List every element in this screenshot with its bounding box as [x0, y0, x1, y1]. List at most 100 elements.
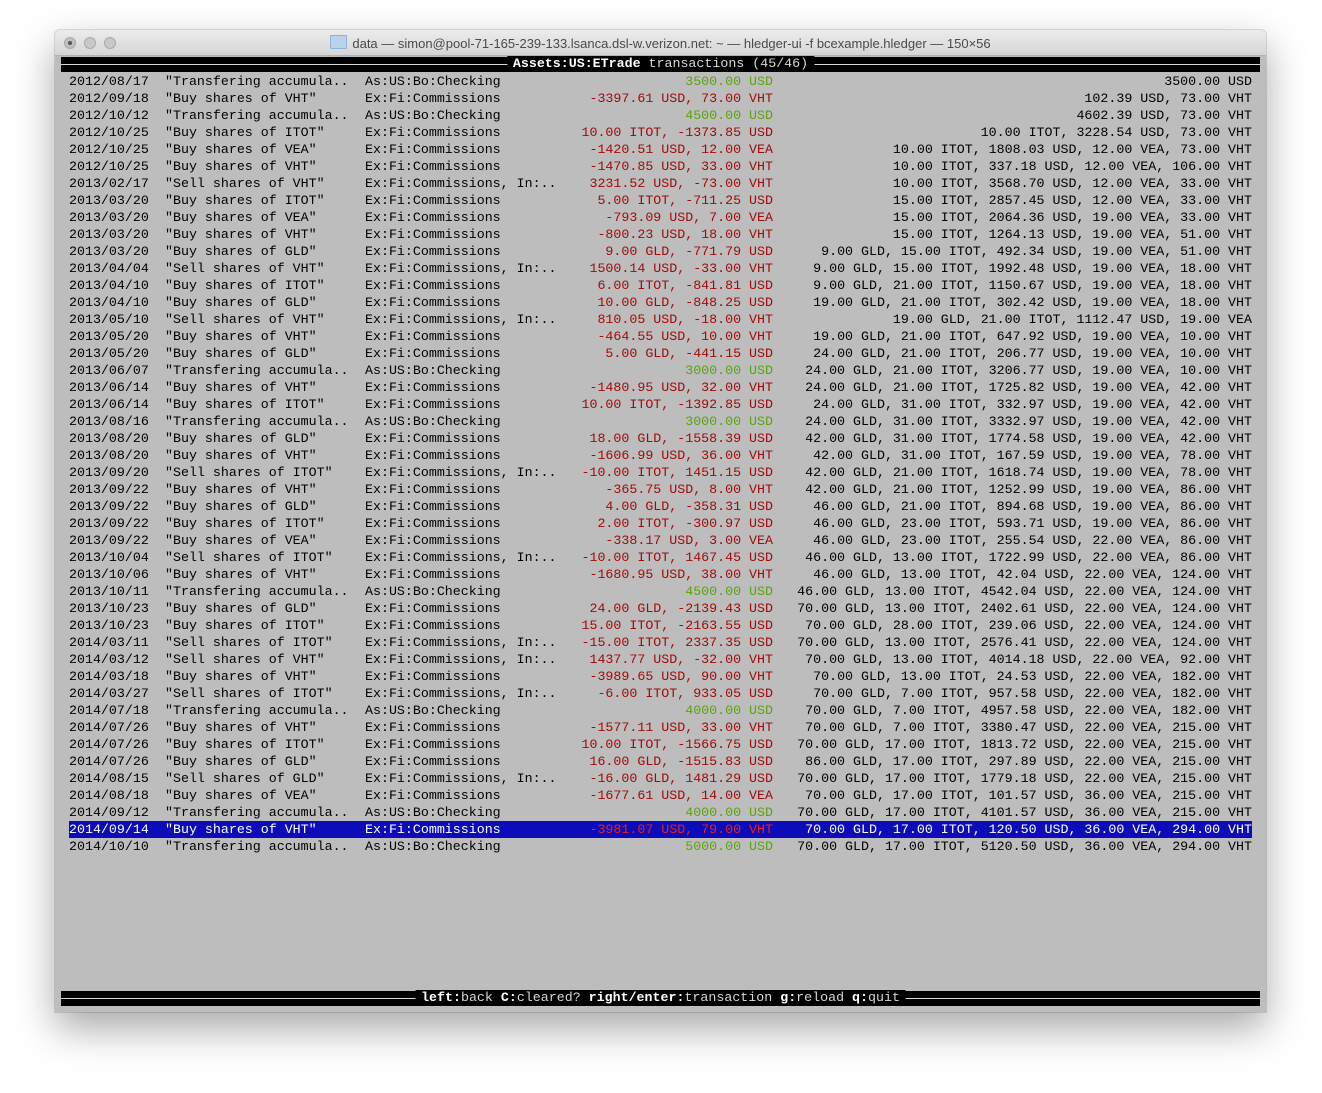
transaction-row[interactable]: 2013/09/22 "Buy shares of VHT" Ex:Fi:Commi…: [61, 481, 1260, 498]
transaction-row[interactable]: 2013/06/07 "Transfering accumula.. As:US:B…: [61, 362, 1260, 379]
transaction-row[interactable]: 2014/07/26 "Buy shares of VHT" Ex:Fi:Commi…: [61, 719, 1260, 736]
running-balance: 70.00 GLD, 13.00 ITOT, 2576.41 USD, 22.0…: [797, 635, 1252, 650]
transaction-description: "Buy shares of VHT": [165, 822, 317, 837]
transaction-description: "Transfering accumula..: [165, 584, 349, 599]
running-balance: 9.00 GLD, 15.00 ITOT, 1992.48 USD, 19.00…: [813, 261, 1252, 276]
zoom-button[interactable]: [104, 37, 116, 49]
running-balance: 10.00 ITOT, 1808.03 USD, 12.00 VEA, 73.0…: [892, 142, 1252, 157]
change-amount: 5000.00 USD: [685, 839, 773, 854]
transaction-row[interactable]: 2014/03/11 "Sell shares of ITOT" Ex:Fi:Com…: [61, 634, 1260, 651]
transaction-row[interactable]: 2014/08/15 "Sell shares of GLD" Ex:Fi:Comm…: [61, 770, 1260, 787]
transaction-row[interactable]: 2012/08/17 "Transfering accumula.. As:US:B…: [61, 73, 1260, 90]
transaction-description: "Transfering accumula..: [165, 108, 349, 123]
running-balance: 42.00 GLD, 31.00 ITOT, 167.59 USD, 19.00…: [813, 448, 1252, 463]
transaction-row[interactable]: 2013/08/20 "Buy shares of GLD" Ex:Fi:Commi…: [61, 430, 1260, 447]
transaction-row[interactable]: 2013/09/22 "Buy shares of VEA" Ex:Fi:Commi…: [61, 532, 1260, 549]
transaction-row[interactable]: 2013/10/04 "Sell shares of ITOT" Ex:Fi:Com…: [61, 549, 1260, 566]
transaction-description: "Buy shares of VHT": [165, 669, 317, 684]
transaction-row[interactable]: 2013/06/14 "Buy shares of VHT" Ex:Fi:Commi…: [61, 379, 1260, 396]
minimize-button[interactable]: [84, 37, 96, 49]
transaction-description: "Buy shares of VHT": [165, 91, 317, 106]
transactions-count: transactions (45/46): [640, 56, 809, 71]
transaction-date: 2014/03/18: [69, 669, 149, 684]
change-amount: 4500.00 USD: [685, 108, 773, 123]
transaction-row[interactable]: 2013/09/20 "Sell shares of ITOT" Ex:Fi:Com…: [61, 464, 1260, 481]
other-account: Ex:Fi:Commissions: [365, 159, 501, 174]
transaction-row[interactable]: 2013/08/16 "Transfering accumula.. As:US:B…: [61, 413, 1260, 430]
transaction-date: 2013/02/17: [69, 176, 149, 191]
transaction-row[interactable]: 2013/10/23 "Buy shares of ITOT" Ex:Fi:Comm…: [61, 617, 1260, 634]
transaction-date: 2013/08/20: [69, 448, 149, 463]
transaction-date: 2013/09/22: [69, 482, 149, 497]
change-amount: -10.00 ITOT, 1451.15 USD: [581, 465, 773, 480]
transaction-row[interactable]: 2013/09/22 "Buy shares of GLD" Ex:Fi:Commi…: [61, 498, 1260, 515]
transaction-row[interactable]: 2013/10/23 "Buy shares of GLD" Ex:Fi:Commi…: [61, 600, 1260, 617]
other-account: As:US:Bo:Checking: [365, 414, 501, 429]
transaction-row[interactable]: 2013/03/20 "Buy shares of GLD" Ex:Fi:Commi…: [61, 243, 1260, 260]
transaction-row[interactable]: 2014/07/26 "Buy shares of ITOT" Ex:Fi:Comm…: [61, 736, 1260, 753]
transaction-row[interactable]: 2013/09/22 "Buy shares of ITOT" Ex:Fi:Comm…: [61, 515, 1260, 532]
other-account: Ex:Fi:Commissions, In:..: [365, 550, 557, 565]
transaction-row[interactable]: 2013/10/06 "Buy shares of VHT" Ex:Fi:Commi…: [61, 566, 1260, 583]
other-account: Ex:Fi:Commissions: [365, 142, 501, 157]
transaction-date: 2012/10/25: [69, 142, 149, 157]
transaction-row[interactable]: 2013/04/04 "Sell shares of VHT" Ex:Fi:Comm…: [61, 260, 1260, 277]
transaction-row[interactable]: 2013/08/20 "Buy shares of VHT" Ex:Fi:Commi…: [61, 447, 1260, 464]
transaction-row[interactable]: 2013/04/10 "Buy shares of GLD" Ex:Fi:Commi…: [61, 294, 1260, 311]
transaction-row[interactable]: 2014/03/18 "Buy shares of VHT" Ex:Fi:Commi…: [61, 668, 1260, 685]
change-amount: 1437.77 USD, -32.00 VHT: [589, 652, 773, 667]
key-action: reload: [796, 990, 845, 1005]
close-button[interactable]: [64, 37, 76, 49]
transaction-row[interactable]: 2013/06/14 "Buy shares of ITOT" Ex:Fi:Comm…: [61, 396, 1260, 413]
footer-bar: left:back C:cleared? right/enter:transac…: [61, 990, 1260, 1006]
transaction-row[interactable]: 2014/09/12 "Transfering accumula.. As:US:B…: [61, 804, 1260, 821]
transaction-row[interactable]: 2014/07/26 "Buy shares of GLD" Ex:Fi:Commi…: [61, 753, 1260, 770]
other-account: Ex:Fi:Commissions, In:..: [365, 635, 557, 650]
key-name: q: [852, 990, 861, 1005]
transaction-date: 2013/08/20: [69, 431, 149, 446]
key-hint: C:cleared?: [501, 990, 581, 1005]
transaction-row[interactable]: 2013/04/10 "Buy shares of ITOT" Ex:Fi:Comm…: [61, 277, 1260, 294]
transaction-row[interactable]: 2014/07/18 "Transfering accumula.. As:US:B…: [61, 702, 1260, 719]
transaction-row-selected[interactable]: 2014/09/14 "Buy shares of VHT" Ex:Fi:Commi…: [69, 821, 1252, 838]
other-account: Ex:Fi:Commissions: [365, 499, 501, 514]
change-amount: 24.00 GLD, -2139.43 USD: [589, 601, 773, 616]
transaction-description: "Buy shares of ITOT": [165, 618, 325, 633]
running-balance: 3500.00 USD: [1164, 74, 1252, 89]
other-account: As:US:Bo:Checking: [365, 839, 501, 854]
transaction-row[interactable]: 2012/10/25 "Buy shares of VHT" Ex:Fi:Commi…: [61, 158, 1260, 175]
transaction-row[interactable]: 2013/05/20 "Buy shares of GLD" Ex:Fi:Commi…: [61, 345, 1260, 362]
transaction-description: "Buy shares of ITOT": [165, 193, 325, 208]
change-amount: 10.00 ITOT, -1392.85 USD: [581, 397, 773, 412]
transaction-row[interactable]: 2013/02/17 "Sell shares of VHT" Ex:Fi:Comm…: [61, 175, 1260, 192]
change-amount: -1577.11 USD, 33.00 VHT: [589, 720, 773, 735]
transaction-row[interactable]: 2014/08/18 "Buy shares of VEA" Ex:Fi:Commi…: [61, 787, 1260, 804]
folder-icon: [330, 35, 348, 49]
transaction-description: "Sell shares of ITOT": [165, 465, 333, 480]
transaction-row[interactable]: 2013/03/20 "Buy shares of VHT" Ex:Fi:Commi…: [61, 226, 1260, 243]
transaction-row[interactable]: 2012/10/25 "Buy shares of ITOT" Ex:Fi:Comm…: [61, 124, 1260, 141]
transaction-row[interactable]: 2014/03/27 "Sell shares of ITOT" Ex:Fi:Com…: [61, 685, 1260, 702]
transaction-row[interactable]: 2013/03/20 "Buy shares of ITOT" Ex:Fi:Comm…: [61, 192, 1260, 209]
transaction-row[interactable]: 2012/09/18 "Buy shares of VHT" Ex:Fi:Commi…: [61, 90, 1260, 107]
transaction-row[interactable]: 2013/03/20 "Buy shares of VEA" Ex:Fi:Commi…: [61, 209, 1260, 226]
transaction-description: "Buy shares of ITOT": [165, 278, 325, 293]
transaction-row[interactable]: 2012/10/25 "Buy shares of VEA" Ex:Fi:Commi…: [61, 141, 1260, 158]
other-account: As:US:Bo:Checking: [365, 363, 501, 378]
running-balance: 46.00 GLD, 23.00 ITOT, 255.54 USD, 22.00…: [813, 533, 1252, 548]
other-account: Ex:Fi:Commissions: [365, 346, 501, 361]
running-balance: 24.00 GLD, 31.00 ITOT, 3332.97 USD, 19.0…: [805, 414, 1252, 429]
change-amount: -3989.65 USD, 90.00 VHT: [589, 669, 773, 684]
key-separator: :: [452, 990, 461, 1005]
transaction-description: "Transfering accumula..: [165, 703, 349, 718]
key-separator: :: [788, 990, 797, 1005]
transaction-description: "Buy shares of VHT": [165, 329, 317, 344]
change-amount: -3981.07 USD, 79.00 VHT: [589, 822, 773, 837]
transaction-row[interactable]: 2013/05/20 "Buy shares of VHT" Ex:Fi:Commi…: [61, 328, 1260, 345]
transaction-row[interactable]: 2012/10/12 "Transfering accumula.. As:US:B…: [61, 107, 1260, 124]
transaction-row[interactable]: 2014/10/10 "Transfering accumula.. As:US:B…: [61, 838, 1260, 855]
transaction-row[interactable]: 2013/10/11 "Transfering accumula.. As:US:B…: [61, 583, 1260, 600]
transaction-row[interactable]: 2013/05/10 "Sell shares of VHT" Ex:Fi:Comm…: [61, 311, 1260, 328]
transaction-row[interactable]: 2014/03/12 "Sell shares of VHT" Ex:Fi:Comm…: [61, 651, 1260, 668]
change-amount: -1470.85 USD, 33.00 VHT: [589, 159, 773, 174]
